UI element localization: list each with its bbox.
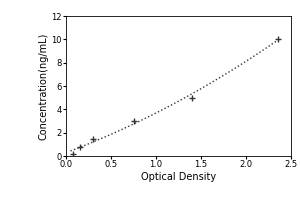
- X-axis label: Optical Density: Optical Density: [141, 172, 216, 182]
- Y-axis label: Concentration(ng/mL): Concentration(ng/mL): [39, 32, 49, 140]
